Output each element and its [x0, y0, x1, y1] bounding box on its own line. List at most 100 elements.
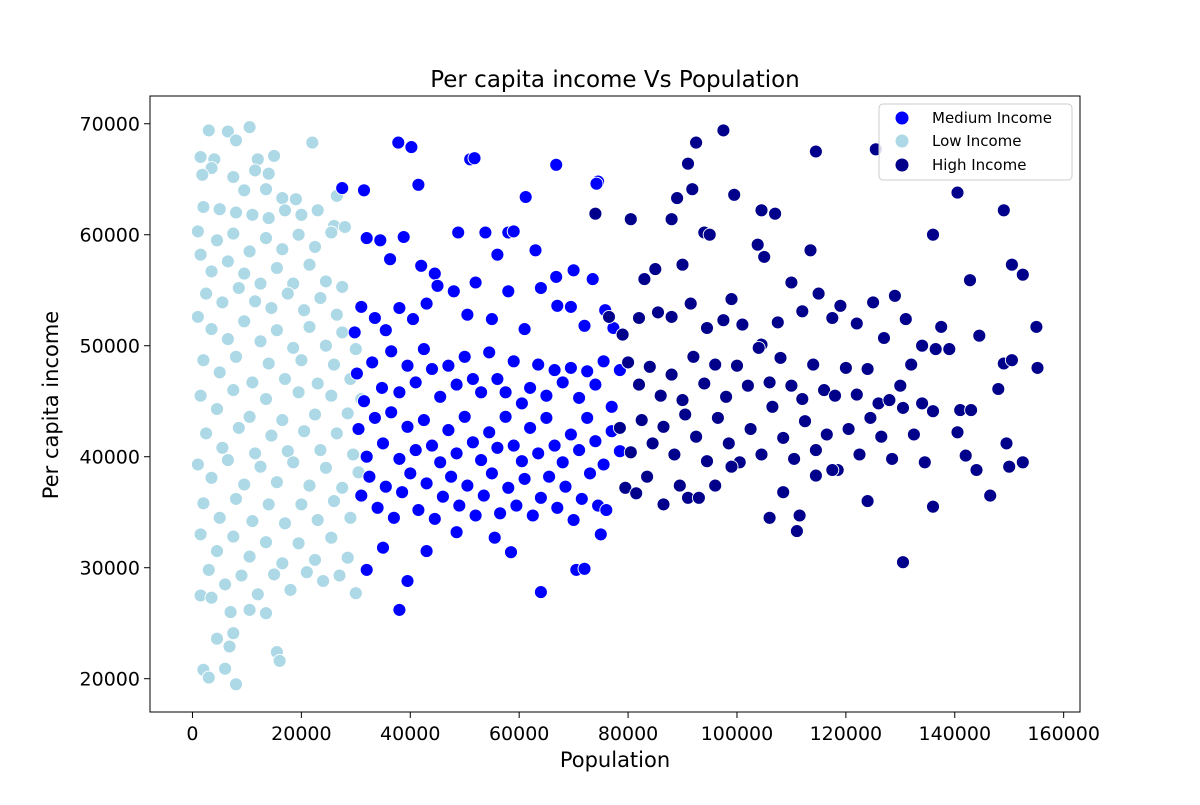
- point-high-income: [915, 338, 930, 353]
- point-medium-income: [542, 469, 557, 484]
- point-high-income: [999, 436, 1014, 451]
- point-medium-income: [498, 409, 513, 424]
- point-low-income: [278, 516, 292, 531]
- point-medium-income: [504, 545, 518, 560]
- legend-marker-medium: [895, 111, 909, 125]
- point-high-income: [991, 382, 1006, 396]
- point-low-income: [275, 191, 290, 206]
- point-high-income: [689, 135, 704, 150]
- point-high-income: [806, 357, 821, 372]
- point-medium-income: [490, 372, 505, 386]
- point-low-income: [261, 166, 276, 181]
- point-low-income: [201, 670, 216, 685]
- point-low-income: [291, 385, 306, 400]
- point-medium-income: [347, 325, 362, 340]
- point-low-income: [229, 349, 243, 364]
- series-low-income: [190, 120, 369, 692]
- point-high-income: [672, 478, 687, 493]
- point-high-income: [1015, 455, 1030, 470]
- point-low-income: [248, 446, 263, 461]
- point-low-income: [291, 227, 306, 242]
- point-low-income: [269, 475, 284, 490]
- point-high-income: [651, 305, 665, 320]
- point-high-income: [887, 288, 902, 303]
- point-high-income: [1029, 319, 1044, 334]
- point-high-income: [882, 393, 897, 408]
- plot-frame: [149, 95, 1081, 713]
- point-medium-income: [478, 225, 493, 240]
- point-high-income: [642, 359, 657, 374]
- legend: Medium Income Low Income High Income: [878, 103, 1073, 181]
- point-medium-income: [577, 318, 592, 333]
- point-low-income: [259, 535, 273, 550]
- point-high-income: [621, 355, 636, 370]
- point-medium-income: [427, 266, 442, 281]
- point-medium-income: [378, 479, 393, 494]
- point-medium-income: [580, 364, 595, 379]
- point-medium-income: [498, 385, 513, 400]
- point-low-income: [267, 567, 282, 582]
- point-low-income: [253, 334, 268, 349]
- point-medium-income: [392, 602, 407, 617]
- point-medium-income: [359, 562, 374, 577]
- point-low-income: [275, 242, 290, 257]
- point-high-income: [776, 485, 791, 500]
- point-high-income: [787, 451, 802, 466]
- y-tick-label: 60000: [80, 225, 140, 247]
- point-medium-income: [449, 377, 464, 392]
- point-high-income: [640, 469, 655, 484]
- point-low-income: [237, 183, 252, 198]
- point-medium-income: [574, 491, 589, 506]
- point-medium-income: [376, 436, 390, 451]
- point-medium-income: [396, 230, 411, 244]
- point-high-income: [686, 349, 701, 364]
- point-low-income: [275, 413, 290, 428]
- point-low-income: [308, 407, 322, 422]
- point-medium-income: [392, 301, 407, 315]
- point-low-income: [335, 325, 350, 340]
- point-medium-income: [549, 157, 564, 172]
- point-low-income: [291, 536, 306, 551]
- point-medium-income: [384, 405, 399, 420]
- point-high-income: [983, 488, 998, 503]
- point-high-income: [825, 463, 840, 477]
- point-high-income: [841, 422, 856, 436]
- point-low-income: [278, 372, 292, 386]
- point-low-income: [212, 365, 227, 380]
- point-medium-income: [506, 224, 521, 239]
- point-high-income: [675, 393, 690, 408]
- point-low-income: [250, 587, 265, 602]
- point-high-income: [972, 328, 987, 343]
- x-axis-label: Population: [560, 748, 670, 772]
- point-medium-income: [531, 357, 546, 372]
- point-medium-income: [523, 420, 538, 435]
- point-medium-income: [501, 284, 516, 299]
- point-high-income: [691, 490, 706, 505]
- point-low-income: [348, 342, 363, 357]
- point-high-income: [860, 494, 875, 509]
- point-high-income: [629, 486, 644, 501]
- point-low-income: [237, 266, 252, 281]
- point-low-income: [272, 653, 287, 668]
- point-medium-income: [367, 410, 382, 425]
- point-high-income: [656, 419, 671, 434]
- legend-label-medium: Medium Income: [932, 109, 1052, 127]
- point-low-income: [310, 376, 325, 391]
- point-low-income: [348, 586, 363, 601]
- point-high-income: [926, 404, 940, 419]
- x-tick-label: 60000: [489, 723, 549, 745]
- x-axis: 0 20000 40000 60000 80000 100000 120000 140000 1…: [186, 712, 1100, 745]
- point-low-income: [242, 244, 257, 259]
- point-high-income: [724, 459, 739, 474]
- point-medium-income: [547, 438, 562, 453]
- point-medium-income: [533, 490, 548, 505]
- point-low-income: [294, 353, 309, 368]
- point-high-income: [757, 249, 772, 264]
- point-medium-income: [465, 435, 480, 450]
- point-low-income: [218, 577, 233, 592]
- point-low-income: [212, 202, 227, 217]
- point-medium-income: [517, 471, 532, 486]
- point-low-income: [218, 661, 233, 676]
- point-high-income: [792, 508, 807, 523]
